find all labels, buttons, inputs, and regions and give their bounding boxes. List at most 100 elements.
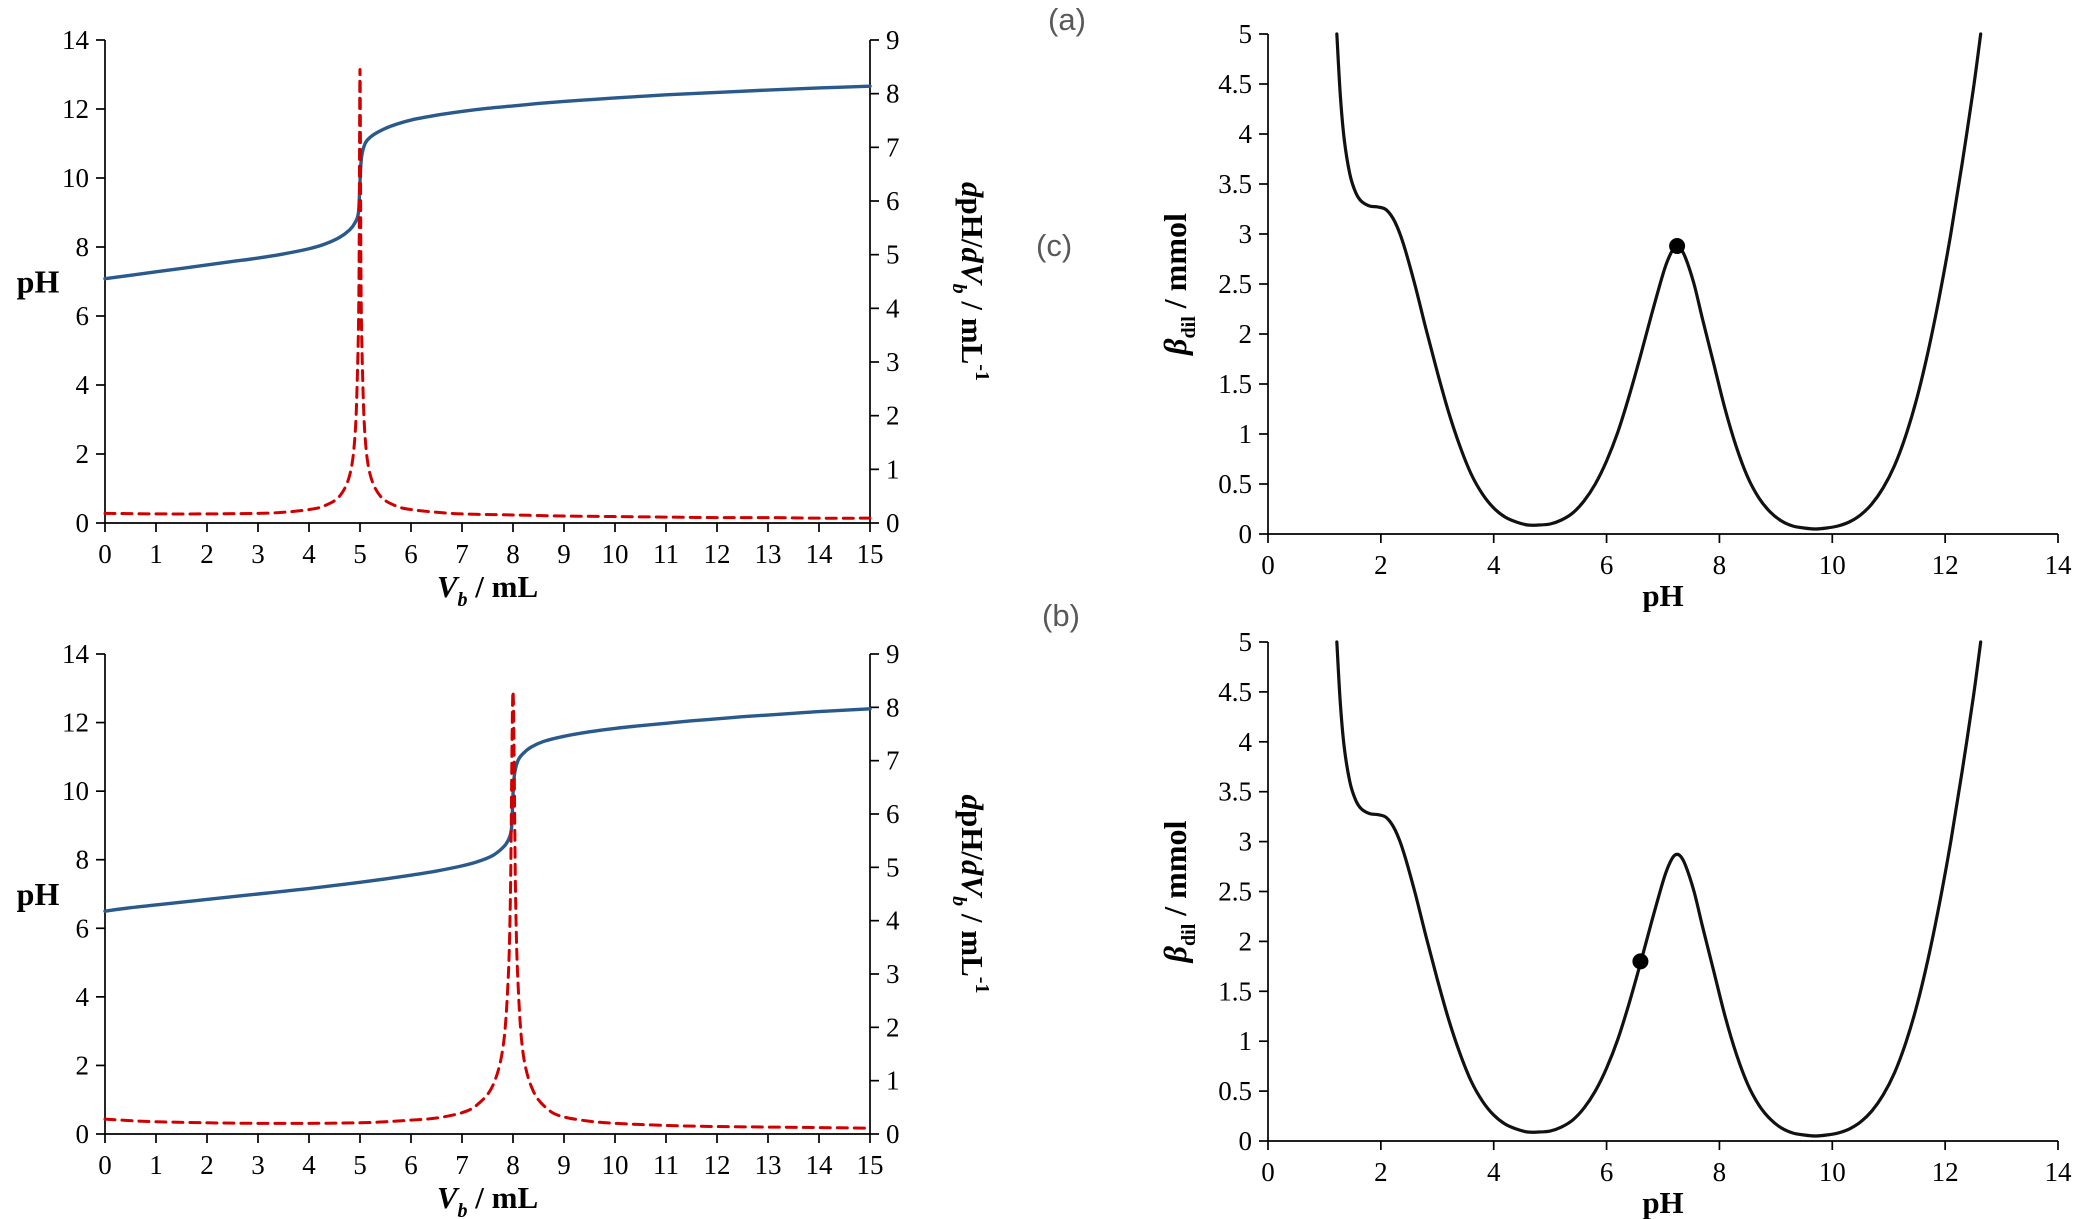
svg-text:4: 4 <box>76 370 90 400</box>
svg-text:14: 14 <box>806 1150 834 1180</box>
svg-text:10: 10 <box>602 539 629 569</box>
svg-text:1: 1 <box>1239 419 1253 449</box>
svg-text:8: 8 <box>76 232 90 262</box>
svg-text:2.5: 2.5 <box>1218 877 1252 907</box>
panel-label-c: (c) <box>1036 228 1073 263</box>
svg-text:9: 9 <box>557 539 571 569</box>
svg-text:4: 4 <box>1239 119 1253 149</box>
svg-text:βdil / mmol: βdil / mmol <box>1157 821 1200 964</box>
buffer-capacity-chart-c: 0 0.5 1 1.5 2 2.5 3 3.5 4 4.5 5 0 2 4 6 8 10 12 14 βdil / m… <box>1157 19 2073 612</box>
svg-text:9: 9 <box>557 1150 571 1180</box>
svg-text:Vb / mL: Vb / mL <box>437 569 538 608</box>
svg-text:3.5: 3.5 <box>1218 169 1252 199</box>
svg-text:9: 9 <box>886 25 900 55</box>
svg-text:βdil / mmol: βdil / mmol <box>1157 213 1200 356</box>
svg-text:2: 2 <box>1374 1157 1388 1187</box>
svg-text:9: 9 <box>886 639 900 669</box>
svg-text:7: 7 <box>455 539 469 569</box>
svg-text:8: 8 <box>1713 550 1727 580</box>
svg-text:10: 10 <box>1819 1157 1846 1187</box>
svg-text:3: 3 <box>251 539 265 569</box>
svg-text:13: 13 <box>755 539 782 569</box>
svg-text:1: 1 <box>1239 1026 1253 1056</box>
svg-text:2: 2 <box>1239 319 1253 349</box>
svg-text:3: 3 <box>886 959 900 989</box>
svg-text:14: 14 <box>2045 550 2073 580</box>
svg-text:0: 0 <box>1261 1157 1275 1187</box>
svg-text:4: 4 <box>302 1150 316 1180</box>
panel-label-b: (b) <box>1042 598 1080 633</box>
svg-text:10: 10 <box>62 776 89 806</box>
svg-text:pH: pH <box>1642 578 1683 612</box>
svg-text:3: 3 <box>1239 219 1253 249</box>
svg-text:4: 4 <box>1487 550 1501 580</box>
svg-text:0: 0 <box>1261 550 1275 580</box>
svg-text:8: 8 <box>506 1150 520 1180</box>
svg-text:7: 7 <box>455 1150 469 1180</box>
svg-text:pH: pH <box>1642 1185 1683 1219</box>
svg-text:1: 1 <box>149 539 163 569</box>
svg-text:15: 15 <box>857 539 884 569</box>
svg-text:6: 6 <box>404 539 418 569</box>
svg-text:14: 14 <box>806 539 834 569</box>
svg-text:4: 4 <box>1239 727 1253 757</box>
svg-text:0: 0 <box>886 1119 900 1149</box>
svg-text:6: 6 <box>1600 1157 1614 1187</box>
svg-text:4.5: 4.5 <box>1218 69 1252 99</box>
svg-text:8: 8 <box>886 79 900 109</box>
svg-text:4: 4 <box>302 539 316 569</box>
svg-text:3: 3 <box>1239 827 1253 857</box>
svg-text:3: 3 <box>251 1150 265 1180</box>
svg-text:0: 0 <box>1239 1126 1253 1156</box>
svg-text:0: 0 <box>98 539 112 569</box>
svg-text:3.5: 3.5 <box>1218 777 1252 807</box>
svg-text:5: 5 <box>886 240 900 270</box>
svg-text:dpH/dVb / mL-1: dpH/dVb / mL-1 <box>948 795 993 994</box>
svg-text:12: 12 <box>704 539 731 569</box>
svg-text:15: 15 <box>857 1150 884 1180</box>
svg-text:14: 14 <box>62 639 90 669</box>
svg-text:2: 2 <box>1239 926 1253 956</box>
svg-text:1: 1 <box>886 1066 900 1096</box>
svg-text:6: 6 <box>886 186 900 216</box>
svg-text:8: 8 <box>1713 1157 1727 1187</box>
svg-text:12: 12 <box>1932 1157 1959 1187</box>
svg-text:0: 0 <box>76 508 90 538</box>
svg-text:6: 6 <box>886 799 900 829</box>
svg-text:5: 5 <box>1239 627 1253 657</box>
svg-text:pH: pH <box>17 264 60 300</box>
svg-text:5: 5 <box>1239 19 1253 49</box>
svg-text:pH: pH <box>17 876 60 912</box>
svg-text:2: 2 <box>1374 550 1388 580</box>
svg-text:12: 12 <box>1932 550 1959 580</box>
svg-text:2.5: 2.5 <box>1218 269 1252 299</box>
svg-text:2: 2 <box>76 1050 90 1080</box>
svg-text:4.5: 4.5 <box>1218 677 1252 707</box>
svg-text:1.5: 1.5 <box>1218 976 1252 1006</box>
svg-text:2: 2 <box>76 439 90 469</box>
svg-text:8: 8 <box>76 845 90 875</box>
svg-text:2: 2 <box>200 539 214 569</box>
svg-text:2: 2 <box>886 1012 900 1042</box>
svg-text:6: 6 <box>1600 550 1614 580</box>
panel-label-a: (a) <box>1048 2 1086 37</box>
svg-text:14: 14 <box>2045 1157 2073 1187</box>
svg-text:4: 4 <box>76 982 90 1012</box>
svg-text:12: 12 <box>704 1150 731 1180</box>
svg-text:0: 0 <box>98 1150 112 1180</box>
svg-text:1: 1 <box>149 1150 163 1180</box>
svg-text:10: 10 <box>1819 550 1846 580</box>
svg-text:6: 6 <box>404 1150 418 1180</box>
svg-text:6: 6 <box>76 301 90 331</box>
svg-text:5: 5 <box>886 852 900 882</box>
svg-text:0: 0 <box>76 1119 90 1149</box>
svg-text:2: 2 <box>200 1150 214 1180</box>
svg-text:13: 13 <box>755 1150 782 1180</box>
svg-text:10: 10 <box>602 1150 629 1180</box>
svg-text:0: 0 <box>886 508 900 538</box>
svg-text:7: 7 <box>886 746 900 776</box>
svg-text:Vb / mL: Vb / mL <box>437 1180 538 1219</box>
